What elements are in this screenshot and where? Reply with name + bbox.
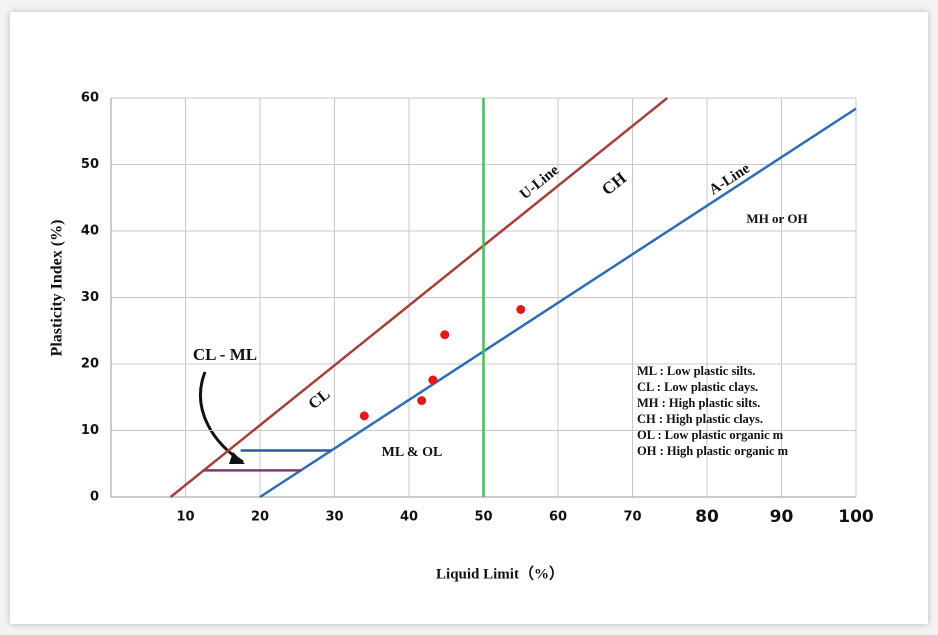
arrow-head bbox=[229, 452, 245, 464]
x-tick-label: 80 bbox=[695, 507, 719, 527]
arrow bbox=[199, 371, 244, 464]
x-tick-label: 30 bbox=[325, 510, 343, 525]
note: OL : Low plastic organic m bbox=[637, 428, 784, 442]
x-tick-label: 10 bbox=[176, 510, 194, 525]
data-point bbox=[440, 330, 450, 340]
y-tick-label: 20 bbox=[81, 357, 99, 372]
annotation: MH or OH bbox=[746, 211, 807, 226]
y-tick-label: 10 bbox=[81, 423, 99, 438]
y-tick-label: 40 bbox=[81, 224, 99, 239]
y-tick-label: 30 bbox=[81, 290, 99, 305]
y-tick-label: 50 bbox=[81, 157, 99, 172]
x-tick-label: 90 bbox=[770, 507, 794, 527]
x-tick-label: 20 bbox=[251, 510, 269, 525]
data-point bbox=[516, 304, 526, 314]
x-tick-label: 100 bbox=[838, 507, 874, 527]
y-axis-label: Plasticity Index (%) bbox=[49, 220, 66, 357]
annotation: ML & OL bbox=[382, 445, 443, 460]
data-point bbox=[417, 396, 427, 406]
data-point bbox=[359, 411, 369, 421]
y-tick-label: 0 bbox=[90, 490, 99, 505]
series-line bbox=[259, 107, 857, 499]
note: ML : Low plastic silts. bbox=[637, 364, 755, 378]
annotation: CH bbox=[598, 168, 630, 199]
x-tick-label: 60 bbox=[549, 510, 567, 525]
series-line bbox=[169, 97, 669, 498]
data-point bbox=[428, 375, 438, 385]
x-axis-label: Liquid Limit（%） bbox=[436, 564, 564, 582]
annotation: CL bbox=[305, 386, 333, 413]
note: CL : Low plastic clays. bbox=[637, 380, 758, 394]
x-tick-label: 50 bbox=[474, 510, 492, 525]
note: CH : High plastic clays. bbox=[637, 412, 763, 426]
y-tick-label: 60 bbox=[81, 91, 99, 106]
x-tick-label: 70 bbox=[623, 510, 641, 525]
note: OH : High plastic organic m bbox=[637, 444, 789, 458]
note: MH : High plastic silts. bbox=[637, 396, 760, 410]
annotation: CL - ML bbox=[193, 345, 257, 364]
line-label: U-Line bbox=[517, 162, 562, 203]
card bbox=[10, 12, 928, 624]
x-tick-label: 40 bbox=[400, 510, 418, 525]
